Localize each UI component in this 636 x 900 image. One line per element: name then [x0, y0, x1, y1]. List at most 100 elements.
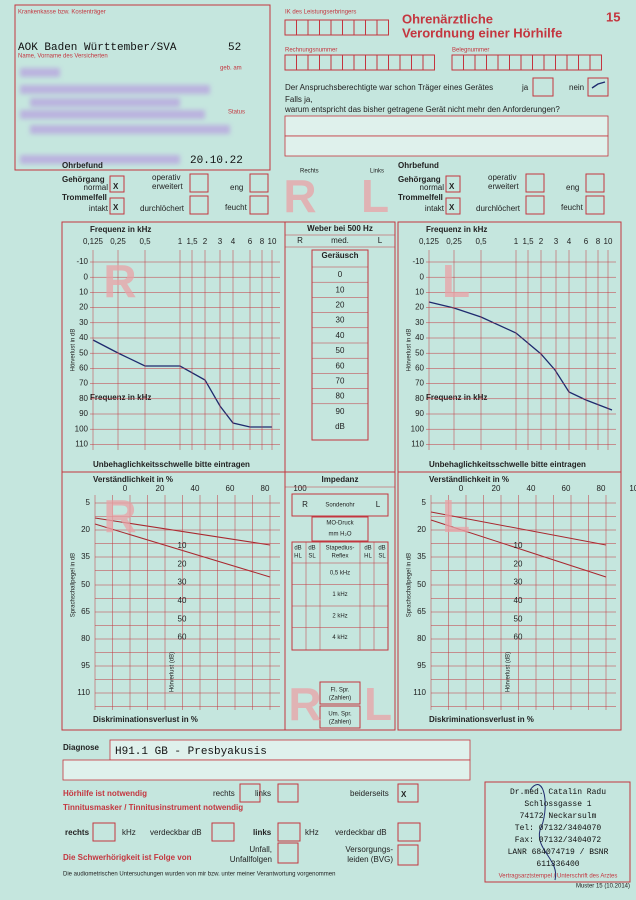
label: Tinnitusmasker / Tinnitusinstrument notw…	[63, 803, 243, 812]
axis-label: Sprachschallpegel in dB	[407, 553, 413, 617]
freq-label: 0,125	[419, 237, 440, 246]
label: verdeckbar dB	[150, 828, 202, 837]
impedance-freq: 4 kHz	[332, 635, 347, 641]
label: Falls ja,	[285, 95, 313, 104]
percent-label: 0	[459, 484, 464, 493]
field-box	[277, 783, 299, 803]
field-box	[211, 822, 235, 842]
level-label: 20	[417, 525, 426, 534]
label: kHz	[305, 828, 319, 837]
level-label: 40	[415, 333, 424, 342]
label: feucht	[225, 203, 248, 212]
label: Fl. Spr.	[330, 688, 349, 694]
noise-level: 70	[336, 377, 345, 386]
label: durchlöchert	[476, 204, 521, 213]
level-label: 65	[417, 607, 426, 616]
label: dB	[294, 546, 301, 552]
field-box	[376, 19, 389, 36]
loss-level: 10	[178, 541, 187, 550]
label: eng	[566, 183, 579, 192]
mark: X	[449, 182, 455, 191]
stamp-line: 611336400	[536, 860, 579, 869]
redacted	[20, 68, 230, 164]
field-box	[239, 783, 261, 803]
label: Belegnummer	[452, 48, 489, 54]
label: Links	[370, 169, 384, 175]
watermark: R	[103, 255, 136, 307]
label: Frequenz in kHz	[426, 225, 487, 234]
field-box	[525, 195, 545, 215]
label: warum entspricht das bisher getragene Ge…	[284, 105, 560, 114]
watermark: R	[288, 678, 321, 730]
label: (Zahlen)	[329, 696, 351, 702]
freq-label: 0,5	[139, 237, 151, 246]
percent-label: 100	[293, 484, 307, 493]
label: Die audiometrischen Untersuchungen wurde…	[63, 872, 335, 878]
level-label: 65	[81, 607, 90, 616]
watermark: L	[361, 170, 389, 222]
label: Verständlichkeit in %	[93, 475, 173, 484]
mark: X	[401, 790, 407, 799]
freq-label: 10	[268, 237, 277, 246]
label: rechts	[65, 828, 90, 837]
label: links	[255, 789, 271, 798]
label: L	[376, 500, 381, 509]
label: Die Schwerhörigkeit ist Folge von	[63, 853, 192, 862]
percent-label: 20	[492, 484, 501, 493]
level-label: 70	[79, 379, 88, 388]
freq-label: 2	[539, 237, 544, 246]
field-box	[277, 842, 299, 864]
field-box	[585, 173, 605, 193]
label: SL	[308, 554, 316, 560]
level-label: 90	[415, 409, 424, 418]
field-box	[311, 249, 369, 441]
field-box	[422, 54, 435, 71]
level-label: 0	[84, 272, 89, 281]
field-box	[284, 115, 609, 137]
percent-label: 40	[191, 484, 200, 493]
percent-label: 80	[597, 484, 606, 493]
field-box	[484, 781, 631, 883]
label: normal	[420, 183, 445, 192]
noise-level: 0	[338, 270, 343, 279]
level-label: 110	[411, 440, 424, 449]
axis-label: Hörverlust in dB	[407, 329, 413, 372]
noise-level: 20	[336, 301, 345, 310]
field-box	[311, 516, 369, 542]
label: Verordnung einer Hörhilfe	[402, 25, 562, 40]
freq-label: 1,5	[522, 237, 534, 246]
label: Name, Vorname des Versicherten	[18, 54, 108, 60]
label: intakt	[425, 204, 445, 213]
loss-level: 60	[178, 633, 187, 642]
mark: X	[113, 203, 119, 212]
field-box	[277, 822, 301, 842]
freq-label: 6	[248, 237, 253, 246]
label: Frequenz in kHz	[426, 393, 487, 402]
level-label: 50	[417, 580, 426, 589]
level-label: 20	[81, 525, 90, 534]
label: Diskriminationsverlust in %	[93, 715, 198, 724]
label: Gehörgang	[62, 175, 105, 184]
level-label: 110	[413, 688, 426, 697]
field-box	[14, 4, 271, 171]
label: geb. am	[220, 66, 242, 72]
field-box	[445, 175, 461, 193]
level-label: 95	[81, 661, 90, 670]
freq-label: 0,25	[446, 237, 462, 246]
label: Geräusch	[322, 251, 359, 260]
level-label: 90	[79, 409, 88, 418]
label: Um. Spr.	[328, 712, 352, 718]
field-box	[249, 173, 269, 193]
loss-level: 60	[514, 633, 523, 642]
freq-label: 1	[178, 237, 183, 246]
field-box	[445, 197, 461, 215]
freq-label: 1	[514, 237, 519, 246]
freq-label: 0,25	[110, 237, 126, 246]
label: MO-Druck	[326, 521, 354, 527]
field-box	[532, 77, 554, 97]
level-label: 80	[415, 394, 424, 403]
label: Status	[228, 110, 245, 116]
stamp-line: Dr.med. Catalin Radu	[510, 788, 606, 797]
level-label: 100	[75, 424, 89, 433]
